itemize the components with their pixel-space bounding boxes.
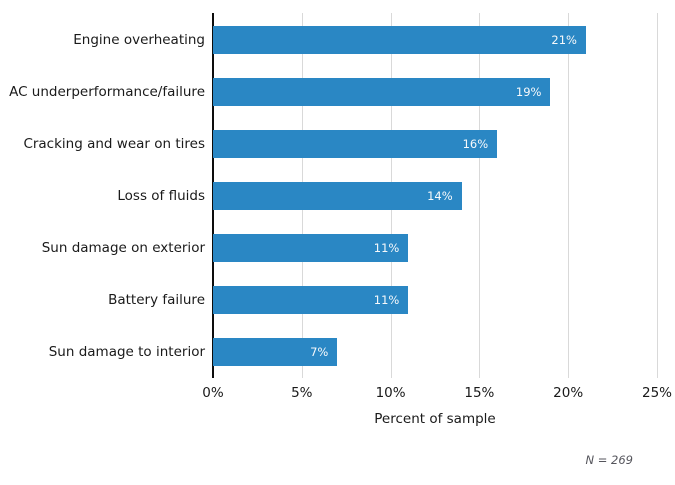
category-label: Sun damage to interior — [48, 344, 205, 360]
category-label: Loss of fluids — [117, 188, 205, 204]
x-tick-label: 15% — [464, 385, 495, 401]
bar: 14% — [213, 182, 462, 210]
category-label: Sun damage on exterior — [41, 240, 205, 256]
bar-value-label: 11% — [373, 241, 400, 255]
x-axis-title: Percent of sample — [374, 411, 496, 427]
x-tick-label: 25% — [641, 385, 672, 401]
gridline-25 — [657, 13, 658, 378]
x-tick-label: 5% — [291, 385, 313, 401]
x-tick-label: 20% — [553, 385, 584, 401]
category-label: Battery failure — [108, 292, 205, 308]
bar: 16% — [213, 130, 498, 158]
bar: 7% — [213, 338, 338, 366]
bar: 19% — [213, 78, 551, 106]
bar-value-label: 16% — [462, 137, 489, 151]
bar-value-label: 11% — [373, 293, 400, 307]
x-tick-label: 0% — [202, 385, 224, 401]
bar: 11% — [213, 234, 409, 262]
category-label: Cracking and wear on tires — [23, 136, 205, 152]
x-tick-label: 10% — [375, 385, 406, 401]
category-label: AC underperformance/failure — [9, 84, 205, 100]
gridline-20 — [568, 13, 570, 378]
bar-value-label: 7% — [310, 345, 329, 359]
bar-value-label: 14% — [427, 189, 453, 203]
bar-value-label: 21% — [551, 33, 577, 47]
bar-value-label: 19% — [515, 85, 542, 99]
gridline-15 — [479, 13, 481, 378]
sample-size-note: N = 269 — [585, 453, 634, 467]
bar: 21% — [213, 26, 586, 54]
bar: 11% — [213, 286, 409, 314]
category-label: Engine overheating — [73, 32, 205, 48]
